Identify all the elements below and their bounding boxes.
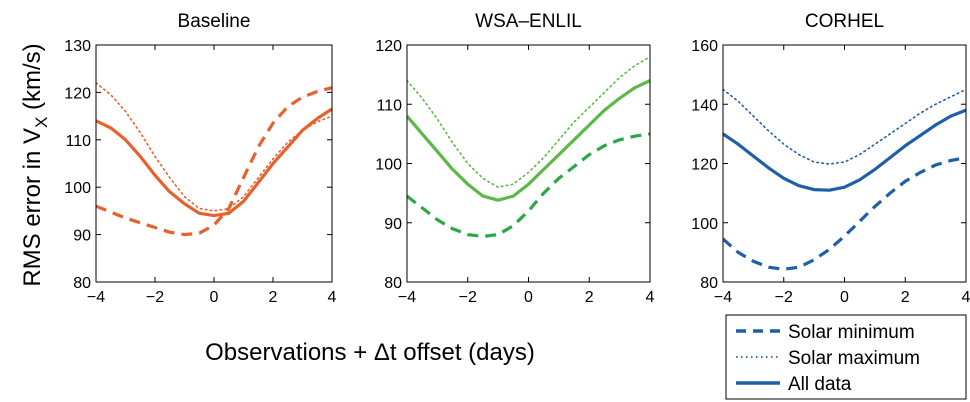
x-tick-label: 2 bbox=[269, 289, 278, 306]
x-tick-label: 2 bbox=[901, 289, 910, 306]
series-line-all-data bbox=[407, 79, 650, 202]
x-tick-label: 0 bbox=[524, 289, 533, 306]
panel-baseline: Baseline −4 −2 0 2 4 80 90 100 110 120 130 bbox=[64, 11, 336, 306]
series-line-solar-maximum bbox=[407, 56, 650, 188]
plot-frame bbox=[406, 44, 651, 283]
series-group bbox=[96, 82, 332, 237]
x-tick-label: 2 bbox=[585, 289, 594, 306]
series-group bbox=[407, 56, 650, 238]
x-tick-label: −4 bbox=[714, 289, 732, 306]
y-axis-label: RMS error in VX (km/s) bbox=[19, 43, 51, 286]
y-tick-label: 110 bbox=[65, 133, 91, 150]
panel-corhel: CORHEL −4 −2 0 2 4 80 100 120 140 160 bbox=[691, 11, 970, 306]
panel-title: WSA–ENLIL bbox=[475, 11, 582, 32]
series-line-solar-minimum bbox=[96, 86, 332, 237]
y-tick-label: 120 bbox=[691, 157, 718, 174]
panel-title: Baseline bbox=[178, 11, 251, 32]
y-axis-label-subscript: X bbox=[32, 117, 51, 128]
series-line-solar-maximum bbox=[723, 88, 966, 165]
x-tick-label: −2 bbox=[459, 289, 477, 306]
y-tick-label: 100 bbox=[375, 157, 402, 174]
x-axis-label: Observations + Δt offset (days) bbox=[205, 339, 535, 366]
x-tick-label: 4 bbox=[646, 289, 655, 306]
series-line-solar-minimum bbox=[723, 156, 966, 271]
y-axis-label-main: RMS error in V bbox=[19, 128, 46, 287]
panel-title: CORHEL bbox=[805, 11, 884, 32]
x-tick-label: −4 bbox=[398, 289, 416, 306]
legend: Solar minimum Solar maximum All data bbox=[725, 314, 967, 400]
y-tick-label: 140 bbox=[691, 97, 718, 114]
series-line-all-data bbox=[96, 107, 332, 218]
y-tick-label: 80 bbox=[73, 275, 91, 292]
chart-panels: Baseline −4 −2 0 2 4 80 90 100 110 120 130 WSA–ENLIL… bbox=[64, 11, 970, 306]
y-tick-label: 160 bbox=[691, 38, 718, 55]
panel-wsa-enlil: WSA–ENLIL −4 −2 0 2 4 80 90 100 110 120 bbox=[375, 11, 654, 306]
y-tick-label: 120 bbox=[64, 85, 91, 102]
x-tick-label: 0 bbox=[840, 289, 849, 306]
legend-box bbox=[725, 314, 967, 400]
legend-label-solar-minimum: Solar minimum bbox=[788, 322, 915, 343]
series-line-all-data bbox=[723, 108, 966, 192]
x-tick-label: −4 bbox=[87, 289, 105, 306]
y-tick-label: 80 bbox=[700, 275, 718, 292]
y-tick-label: 120 bbox=[375, 38, 402, 55]
legend-label-all-data: All data bbox=[788, 374, 852, 395]
series-group bbox=[723, 88, 966, 271]
y-tick-label: 100 bbox=[691, 216, 718, 233]
y-tick-label: 130 bbox=[64, 38, 91, 55]
y-tick-label: 90 bbox=[73, 228, 91, 245]
x-tick-label: 4 bbox=[962, 289, 970, 306]
x-tick-label: 4 bbox=[328, 289, 337, 306]
x-tick-label: 0 bbox=[210, 289, 219, 306]
y-tick-label: 90 bbox=[384, 216, 402, 233]
x-tick-label: −2 bbox=[775, 289, 793, 306]
legend-label-solar-maximum: Solar maximum bbox=[788, 348, 920, 369]
y-axis-label-unit: (km/s) bbox=[19, 43, 46, 116]
plot-frame bbox=[722, 44, 967, 283]
plot-frame bbox=[95, 44, 333, 283]
y-tick-label: 80 bbox=[384, 275, 402, 292]
y-tick-label: 110 bbox=[376, 97, 402, 114]
y-tick-label: 100 bbox=[64, 180, 91, 197]
x-tick-label: −2 bbox=[146, 289, 164, 306]
